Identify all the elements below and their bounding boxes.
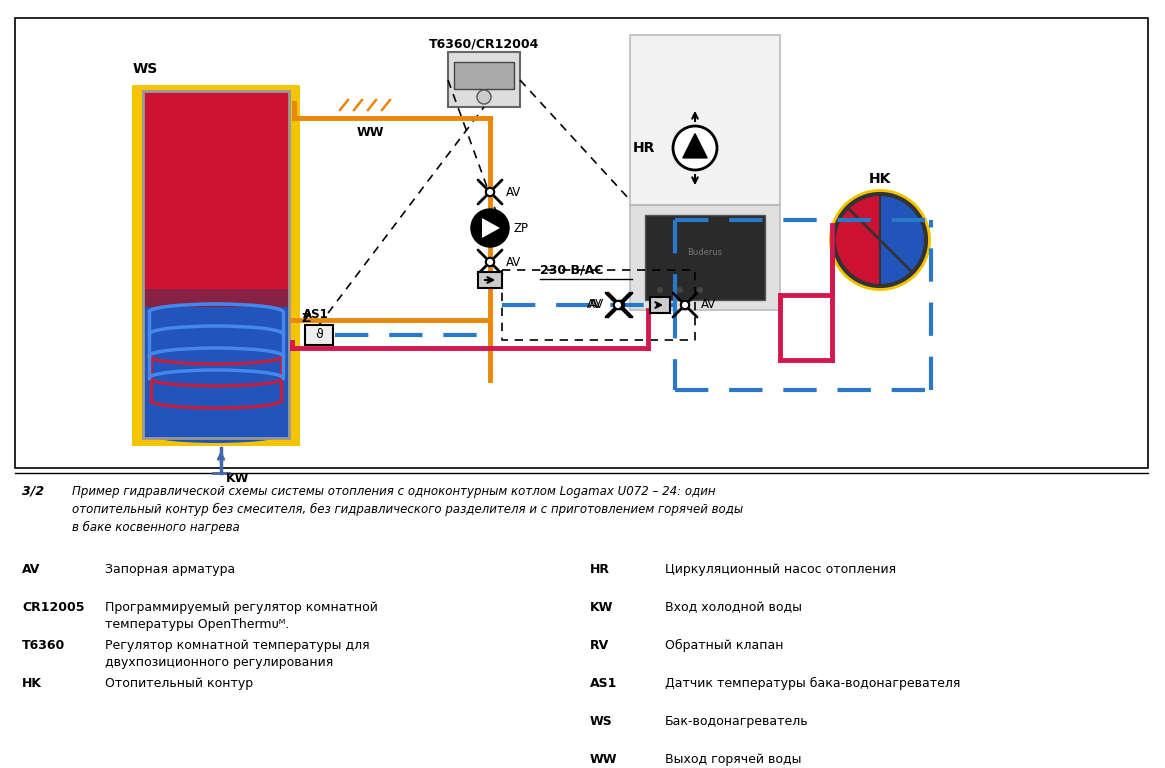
Text: WS: WS xyxy=(133,62,158,76)
Polygon shape xyxy=(482,218,500,238)
Text: ϑ: ϑ xyxy=(315,329,323,342)
Text: RV: RV xyxy=(589,639,609,652)
Bar xyxy=(305,325,333,345)
Bar xyxy=(630,35,781,205)
Wedge shape xyxy=(880,194,926,286)
Text: 230 В/AC: 230 В/AC xyxy=(541,263,603,276)
Text: WW: WW xyxy=(356,127,383,140)
Circle shape xyxy=(486,258,494,266)
Bar xyxy=(143,91,289,438)
Text: AV: AV xyxy=(506,186,521,198)
Circle shape xyxy=(472,210,508,246)
Bar xyxy=(454,62,514,89)
Text: AS1: AS1 xyxy=(303,308,329,321)
Text: Датчик температуры бака-водонагревателя: Датчик температуры бака-водонагревателя xyxy=(665,677,960,690)
Circle shape xyxy=(657,287,663,293)
Text: AV: AV xyxy=(701,299,716,312)
Text: Регулятор комнатной температуры для
двухпозиционного регулирования: Регулятор комнатной температуры для двух… xyxy=(105,639,369,669)
Text: Пример гидравлической схемы системы отопления с одноконтурным котлом Logamax U07: Пример гидравлической схемы системы отоп… xyxy=(72,485,743,535)
Text: AV: AV xyxy=(506,256,521,269)
Text: Программируемый регулятор комнатной
температуры OpenThermᴜᴹ.: Программируемый регулятор комнатной темп… xyxy=(105,601,377,631)
Text: Бак-водонагреватель: Бак-водонагреватель xyxy=(665,715,809,728)
Circle shape xyxy=(614,301,622,310)
Circle shape xyxy=(829,189,931,291)
Text: WW: WW xyxy=(589,753,617,766)
Circle shape xyxy=(677,287,683,293)
Circle shape xyxy=(697,287,702,293)
Wedge shape xyxy=(834,194,880,286)
Text: KW: KW xyxy=(589,601,614,614)
Text: Запорная арматура: Запорная арматура xyxy=(105,563,235,576)
Text: Z: Z xyxy=(302,312,311,325)
Text: Вход холодной воды: Вход холодной воды xyxy=(665,601,802,614)
Text: T6360: T6360 xyxy=(22,639,65,652)
Text: Buderus: Buderus xyxy=(687,248,722,257)
Text: AV: AV xyxy=(22,563,41,576)
Bar xyxy=(15,18,1148,468)
Text: AS1: AS1 xyxy=(589,677,617,690)
Text: Обратный клапан: Обратный клапан xyxy=(665,639,784,652)
Bar xyxy=(645,215,765,300)
Circle shape xyxy=(680,301,690,310)
Text: KW: KW xyxy=(226,472,249,485)
Text: HK: HK xyxy=(22,677,42,690)
Text: AV: AV xyxy=(587,299,602,312)
Text: HK: HK xyxy=(869,172,891,186)
Text: T6360/CR12004: T6360/CR12004 xyxy=(429,38,539,51)
Bar xyxy=(478,272,502,288)
Text: CR12005: CR12005 xyxy=(22,601,85,614)
Bar xyxy=(143,307,289,438)
Text: HR: HR xyxy=(633,141,655,155)
Bar xyxy=(143,91,289,438)
Circle shape xyxy=(616,301,624,310)
Text: HR: HR xyxy=(589,563,610,576)
Polygon shape xyxy=(683,134,707,158)
Bar xyxy=(132,85,301,446)
Text: Выход горячей воды: Выход горячей воды xyxy=(665,753,802,766)
Bar xyxy=(650,297,670,313)
Bar xyxy=(143,91,289,299)
Text: WS: WS xyxy=(589,715,613,728)
Circle shape xyxy=(673,126,716,170)
Circle shape xyxy=(486,188,494,196)
Bar xyxy=(143,289,289,333)
Text: Циркуляционный насос отопления: Циркуляционный насос отопления xyxy=(665,563,896,576)
Text: ZP: ZP xyxy=(513,221,528,234)
Ellipse shape xyxy=(143,423,289,443)
Bar xyxy=(449,52,520,107)
Text: 3/2: 3/2 xyxy=(22,485,44,498)
Bar xyxy=(630,205,781,310)
Text: Отопительный контур: Отопительный контур xyxy=(105,677,253,690)
Text: AV: AV xyxy=(588,299,603,312)
Circle shape xyxy=(476,90,490,104)
